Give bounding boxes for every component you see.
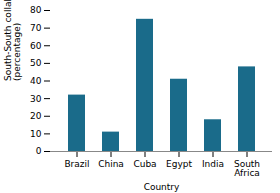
svg-text:China: China: [98, 159, 124, 169]
svg-text:Brazil: Brazil: [64, 159, 89, 169]
svg-text:80: 80: [30, 5, 42, 15]
svg-text:Cuba: Cuba: [133, 159, 156, 169]
svg-text:India: India: [202, 159, 224, 169]
svg-text:50: 50: [30, 58, 42, 68]
svg-text:SouthAfrica: SouthAfrica: [234, 159, 260, 178]
svg-text:0: 0: [36, 146, 42, 156]
svg-text:Egypt: Egypt: [166, 159, 192, 169]
svg-text:Country: Country: [144, 182, 180, 192]
svg-text:40: 40: [30, 76, 42, 86]
svg-text:30: 30: [30, 94, 42, 104]
svg-text:20: 20: [30, 111, 42, 121]
svg-text:70: 70: [30, 23, 42, 33]
svg-text:10: 10: [30, 129, 42, 139]
svg-text:South-South collaboration(perc: South-South collaboration(percentage): [3, 0, 22, 81]
svg-text:60: 60: [30, 41, 42, 51]
